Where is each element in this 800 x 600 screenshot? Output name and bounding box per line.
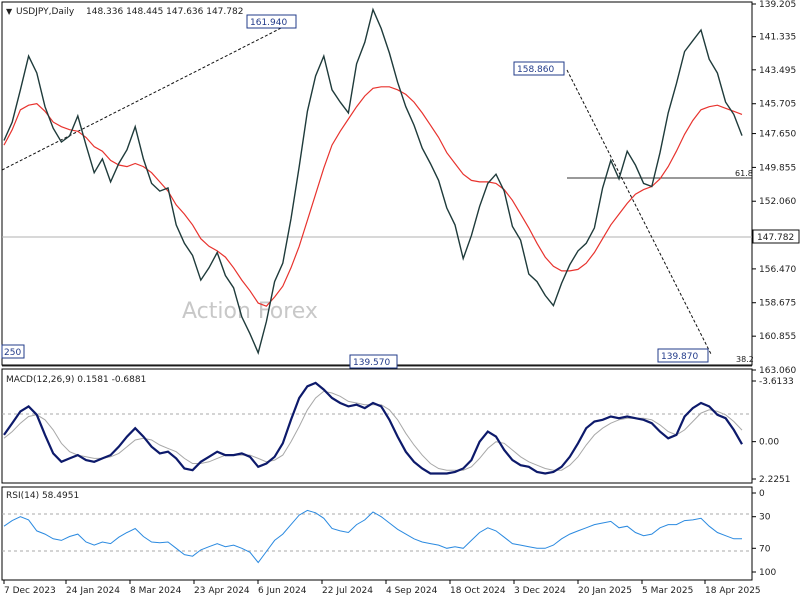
x-tick-label: 18 Oct 2024 [450,586,506,596]
macd-main-line [3,381,743,475]
macd-signal-line [3,390,743,471]
x-tick-label: 18 Apr 2025 [705,586,761,596]
macd-y-axis: 2.2251 0.00 -3.6133 [752,377,794,485]
price-y-axis: 163.060160.855158.675156.470154.265152.0… [752,0,796,376]
rsi-tick-label: 30 [759,513,771,523]
price-tick-label: 141.335 [759,33,796,43]
x-tick-label: 6 Jun 2024 [258,586,307,596]
rsi-tick-label: 70 [759,544,771,554]
trendline-fall [566,69,712,355]
low-left-label: 139.570 [353,358,390,368]
x-tick-label: 23 Apr 2024 [194,586,250,596]
rsi-line [3,509,742,564]
trendline-rise [1,21,294,171]
edge-left-label: 250 [4,348,21,358]
rsi-panel [1,486,753,581]
x-tick-label: 22 Jul 2024 [322,586,373,596]
x-tick-label: 7 Dec 2023 [4,586,56,596]
price-tick-label: 160.855 [759,332,796,342]
price-line [3,7,743,355]
dropdown-icon[interactable]: ▼ [6,7,13,16]
macd-tick-label: -3.6133 [759,377,794,387]
rsi-tick-label: 100 [759,568,776,578]
price-tick-label: 149.855 [759,163,796,173]
price-tick-label: 143.495 [759,66,796,76]
x-tick-label: 24 Jan 2024 [66,586,120,596]
rsi-y-axis: 100 70 30 0 [752,489,776,578]
macd-panel [1,368,753,484]
edge-left-box: 250 [1,344,25,359]
price-tick-label: 156.470 [759,265,796,275]
rsi-title: RSI(14) 58.4951 [6,491,79,501]
ohlc-values: 148.336 148.445 147.636 147.782 [86,7,243,17]
price-tick-label: 139.205 [759,0,796,10]
low-right-label: 139.870 [661,352,698,362]
peak-left-box: 161.940 [246,14,297,29]
peak-right-label: 158.860 [517,65,554,75]
fib-label-61-8: 61.8 [735,169,753,178]
watermark: Action Forex [182,299,318,324]
peak-right-box: 158.860 [513,61,565,76]
current-price-value: 147.782 [757,233,794,243]
low-left-box: 139.570 [349,354,398,369]
price-tick-label: 147.650 [759,130,796,140]
x-tick-label: 4 Sep 2024 [386,586,438,596]
price-tick-label: 152.060 [759,197,796,207]
x-tick-label: 3 Dec 2024 [514,586,566,596]
x-tick-label: 5 Mar 2025 [642,586,693,596]
symbol-label: USDJPY,Daily [16,7,75,17]
rsi-tick-label: 0 [759,489,765,499]
price-tick-label: 158.675 [759,299,796,309]
current-price-tag: 147.782 [752,229,800,244]
price-tick-label: 145.705 [759,100,796,110]
ma-line [3,86,743,307]
macd-tick-label: 2.2251 [759,475,791,485]
fib-label-38-2: 38.2 [736,355,754,364]
x-axis: 7 Dec 2023 24 Jan 2024 8 Mar 2024 23 Apr 20… [3,580,761,596]
x-tick-label: 8 Mar 2024 [130,586,182,596]
macd-tick-label: 0.00 [759,438,779,448]
low-right-box: 139.870 [657,348,709,363]
price-series-group [3,7,743,355]
macd-title: MACD(12,26,9) 0.1581 -0.6881 [6,375,146,385]
x-tick-label: 20 Jan 2025 [578,586,632,596]
price-tick-label: 163.060 [759,366,796,376]
peak-left-label: 161.940 [250,18,287,28]
